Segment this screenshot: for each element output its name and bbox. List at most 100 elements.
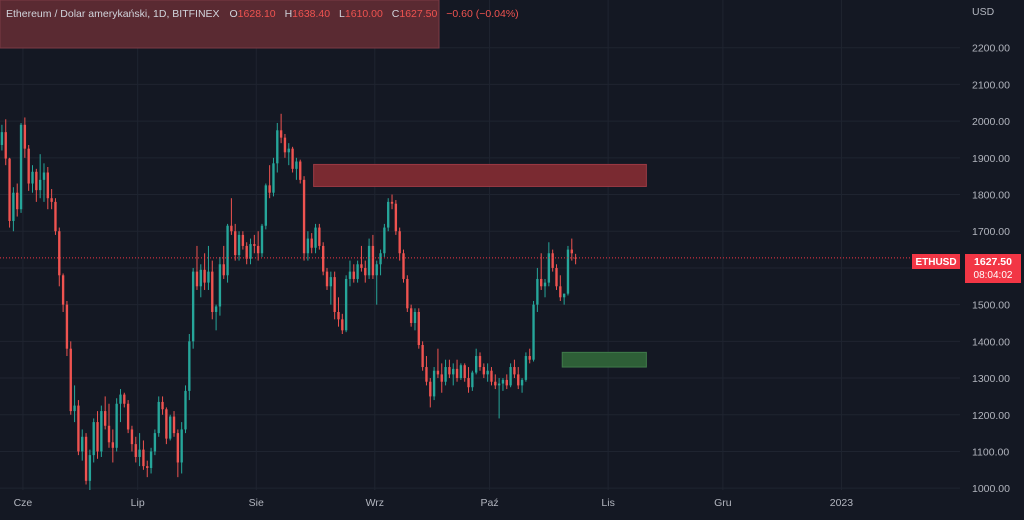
candle-body bbox=[276, 130, 279, 164]
candle-body bbox=[241, 234, 245, 246]
candle-body bbox=[92, 422, 95, 456]
candle-body bbox=[375, 264, 378, 276]
candle-body bbox=[417, 311, 420, 346]
candle-body bbox=[245, 245, 248, 259]
candle-body bbox=[165, 409, 168, 439]
candle-body bbox=[27, 148, 30, 184]
candle-body bbox=[203, 269, 206, 283]
candle-body bbox=[111, 442, 115, 448]
candle-body bbox=[413, 311, 417, 323]
candle-body bbox=[119, 394, 122, 404]
legend-line: Ethereum / Dolar amerykański, 1D, BITFIN… bbox=[6, 8, 519, 20]
y-tick-label: 2200.00 bbox=[972, 43, 1010, 55]
candle-body bbox=[146, 466, 149, 468]
ticker-badge bbox=[912, 254, 960, 269]
legend-change: −0.60 (−0.04%) bbox=[446, 8, 518, 20]
candle-body bbox=[520, 379, 524, 386]
candle-body bbox=[383, 227, 386, 254]
candle-body bbox=[471, 372, 474, 388]
x-tick-label: Sie bbox=[249, 497, 264, 509]
candle-body bbox=[180, 429, 183, 463]
candle-body bbox=[211, 271, 214, 312]
candle-body bbox=[54, 201, 57, 232]
x-tick-label: Cze bbox=[14, 497, 33, 509]
candle-body bbox=[509, 367, 512, 386]
legend-low-label: L bbox=[339, 8, 345, 20]
y-tick-label: 1800.00 bbox=[972, 190, 1010, 202]
candle-body bbox=[390, 201, 394, 204]
candle-body bbox=[310, 238, 313, 248]
candle-body bbox=[348, 271, 352, 279]
legend-high-label: H bbox=[285, 8, 293, 20]
candle-body bbox=[444, 367, 447, 382]
supply-zone[interactable] bbox=[313, 163, 647, 187]
candle-body bbox=[574, 257, 577, 259]
candle-body bbox=[379, 253, 382, 265]
candle-body bbox=[16, 192, 19, 210]
candle-body bbox=[314, 227, 317, 248]
candle-body bbox=[65, 304, 69, 349]
candle-body bbox=[352, 271, 355, 279]
candle-body bbox=[486, 370, 489, 375]
x-tick-label: Lip bbox=[131, 497, 145, 509]
demand-zone[interactable] bbox=[561, 351, 647, 368]
candle-body bbox=[490, 370, 493, 382]
candle-body bbox=[562, 293, 566, 298]
candle-layer bbox=[0, 113, 577, 490]
candle-body bbox=[58, 231, 61, 276]
candle-body bbox=[448, 367, 451, 375]
candle-body bbox=[38, 179, 42, 191]
ticker-badge-label: ETHUSD bbox=[915, 257, 956, 268]
grid-layer bbox=[0, 0, 960, 490]
candle-body bbox=[4, 132, 7, 159]
candle-body bbox=[543, 282, 547, 287]
candle-body bbox=[218, 264, 222, 307]
y-tick-label: 1700.00 bbox=[972, 226, 1010, 238]
candle-body bbox=[130, 429, 134, 445]
candle-body bbox=[337, 311, 340, 320]
candle-body bbox=[394, 203, 398, 232]
candle-body bbox=[42, 172, 46, 180]
currency-label: USD bbox=[972, 6, 995, 18]
x-tick-label: 2023 bbox=[830, 497, 854, 509]
candle-body bbox=[356, 264, 359, 279]
candle-body bbox=[513, 367, 516, 375]
current-price-group: ETHUSD 1627.50 08:04:02 bbox=[912, 254, 1021, 283]
candle-body bbox=[540, 278, 543, 287]
candle-body bbox=[333, 277, 336, 312]
candle-body bbox=[103, 411, 107, 426]
legend-low-value: 1610.00 bbox=[345, 8, 383, 20]
candle-body bbox=[432, 370, 436, 397]
y-tick-label: 2000.00 bbox=[972, 116, 1010, 128]
price-badge bbox=[965, 254, 1021, 283]
candle-body bbox=[253, 244, 256, 246]
candle-body bbox=[367, 245, 371, 276]
candle-body bbox=[142, 449, 145, 467]
candle-body bbox=[287, 148, 290, 153]
candle-body bbox=[459, 365, 463, 379]
candle-body bbox=[35, 171, 38, 191]
candle-body bbox=[226, 225, 229, 276]
candle-body bbox=[482, 367, 486, 375]
candle-body bbox=[31, 171, 34, 184]
candle-body bbox=[107, 425, 111, 443]
candle-body bbox=[398, 231, 401, 254]
candle-body bbox=[230, 225, 233, 232]
y-tick-label: 1200.00 bbox=[972, 410, 1010, 422]
time-axis[interactable]: Cze Lip Sie Wrz Paź Lis Gru 2023 bbox=[14, 497, 854, 509]
candle-body bbox=[73, 405, 76, 412]
x-tick-label: Gru bbox=[714, 497, 732, 509]
candle-body bbox=[279, 130, 283, 138]
y-tick-label: 1100.00 bbox=[972, 446, 1009, 458]
candle-body bbox=[207, 271, 210, 283]
candle-body bbox=[96, 422, 99, 452]
candle-body bbox=[302, 179, 306, 254]
candle-body bbox=[149, 451, 153, 468]
candle-body bbox=[371, 245, 375, 276]
candle-body bbox=[157, 401, 160, 434]
candle-body bbox=[61, 275, 65, 305]
candle-body bbox=[184, 390, 187, 430]
y-tick-label: 2100.00 bbox=[972, 79, 1010, 91]
